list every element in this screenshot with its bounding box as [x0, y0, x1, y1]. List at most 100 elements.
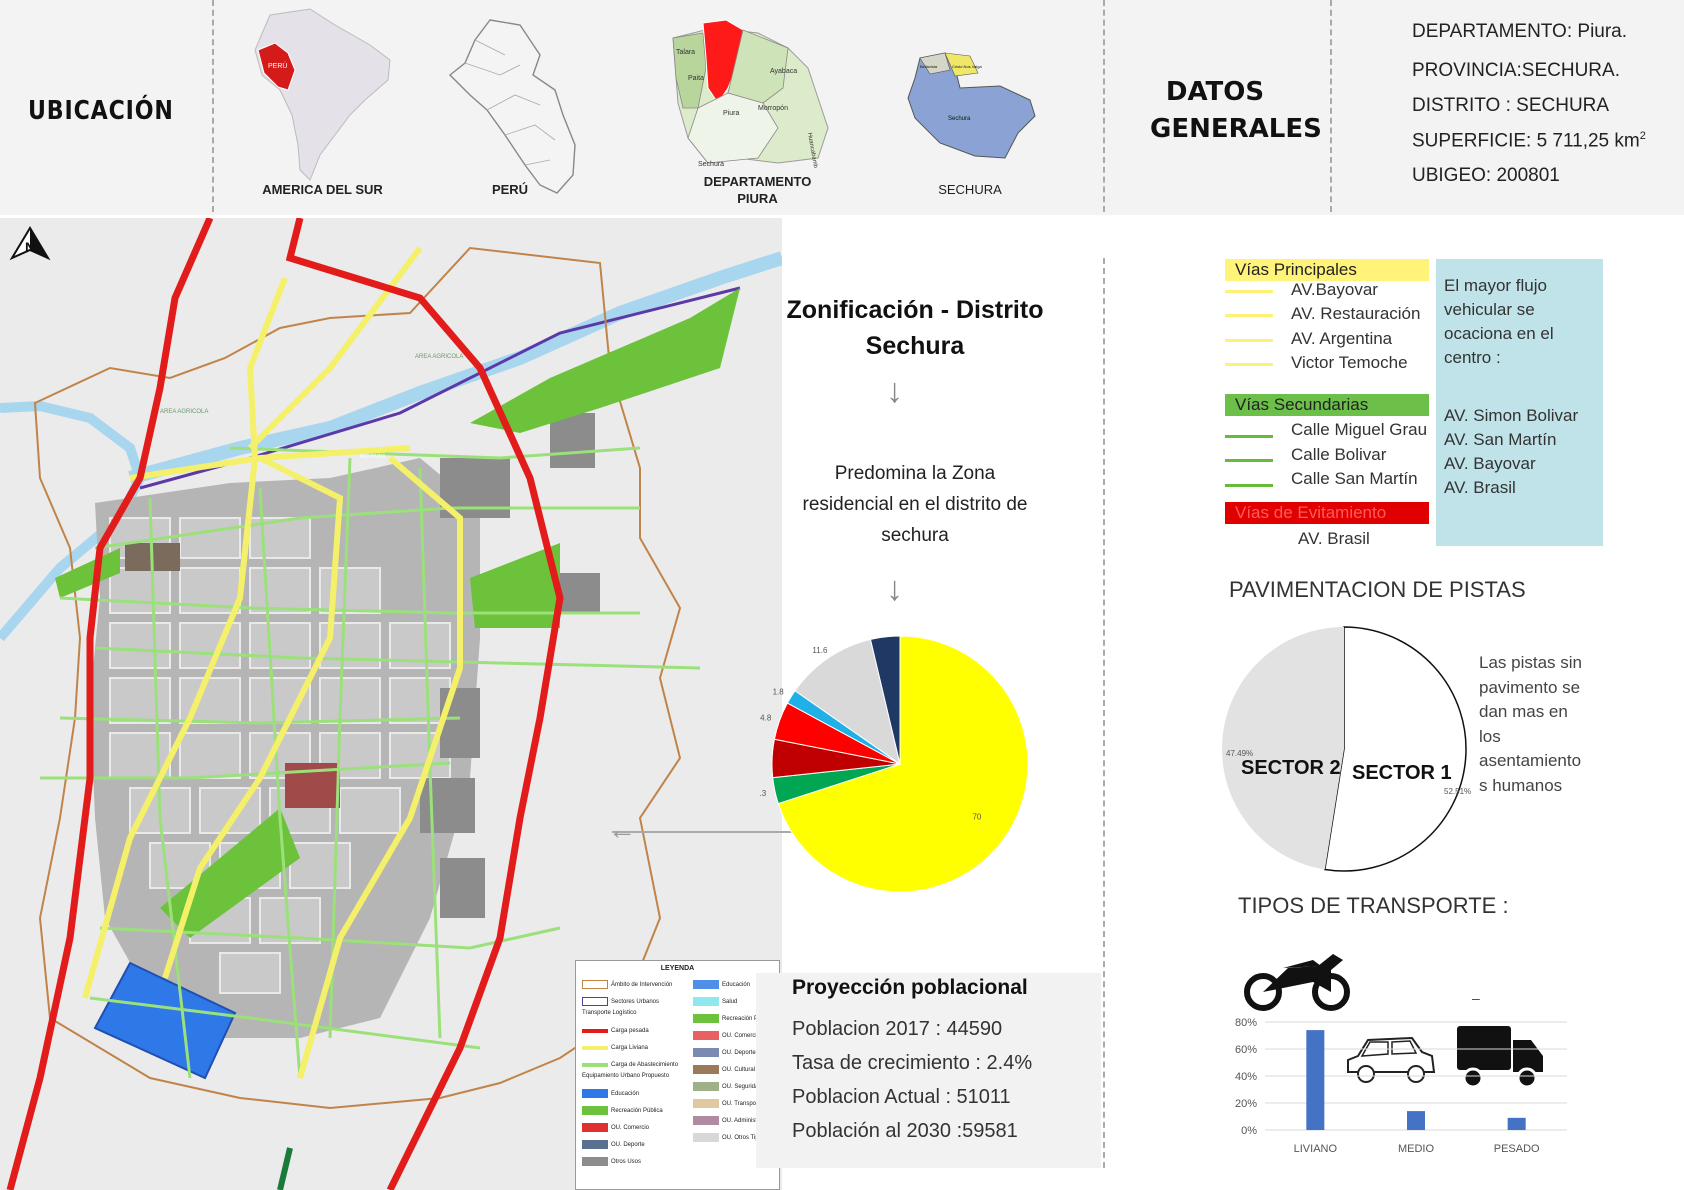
flujo-box: [1436, 259, 1603, 546]
via-line-swatch: [1225, 314, 1273, 317]
y-tick-label: 60%: [1235, 1044, 1257, 1056]
truck-icon: [1457, 1026, 1543, 1089]
peru-tag: PERÚ: [268, 61, 287, 70]
zonification-title-line2: Sechura: [865, 332, 965, 360]
north-arrow-icon: N: [9, 226, 51, 261]
transport-bar-chart: 80% 60% 40% 20% 0% LIVIANO MEDIO PESADO: [1235, 1017, 1567, 1155]
legend-item: OU. Transporte: [693, 1095, 773, 1112]
zonification-title: Zonificación - Distrito Sechura: [780, 292, 1050, 364]
legend-item: Transporte Logístico: [582, 1010, 637, 1016]
divider: [1103, 258, 1105, 1168]
legend-item: OU. Cultural: [693, 1061, 773, 1078]
cristo-label: Cristo Nos Valga: [952, 64, 982, 69]
legend-item: Carga pesada: [582, 1022, 687, 1039]
river-label: RIO PIURA: [360, 454, 386, 460]
legend-item: Carga Liviana: [582, 1039, 687, 1056]
flujo-avenue: AV. Bayovar: [1444, 454, 1536, 473]
bellavista-label: Bellavista: [920, 64, 938, 69]
sechura-map: Sechura Bellavista Cristo Nos Valga: [907, 52, 1036, 159]
bar: [1407, 1111, 1425, 1130]
via-line-swatch: [1225, 363, 1273, 366]
flujo-avenue: AV. Brasil: [1444, 478, 1516, 497]
legend-item: OU. Deporte: [582, 1136, 687, 1153]
general-ubigeo: UBIGEO: 200801: [1412, 165, 1560, 186]
map-legend: LEYENDA Ámbito de Intervención Sectores …: [575, 960, 780, 1190]
general-distrito: DISTRITO : SECHURA: [1412, 95, 1610, 116]
dept-label-talara: Talara: [676, 49, 695, 56]
pie-label: 3.3: [760, 789, 767, 798]
legend-item: OU. Seguridad: [693, 1078, 773, 1095]
predomina-line3: sechura: [881, 525, 949, 546]
map-label-sechura: SECHURA: [938, 182, 1002, 197]
via-secundaria: Calle Miguel Grau: [1291, 420, 1428, 439]
flujo-line: centro :: [1444, 348, 1501, 367]
legend-item: Otros Usos: [582, 1153, 687, 1170]
dept-label-morropon: Morropón: [758, 105, 788, 112]
area-label: AREA AGRICOLA: [160, 409, 208, 415]
vias-evitamiento-header: Vías de Evitamiento: [1225, 502, 1429, 524]
via-principal: AV.Bayovar: [1291, 280, 1378, 299]
flujo-text: El mayor flujo vehicular se ocaciona en …: [1444, 274, 1554, 370]
pie-slice: [869, 635, 901, 765]
pie-slice: [794, 638, 901, 766]
pavimentacion-note: Las pistas sin pavimento se dan mas en l…: [1479, 651, 1582, 798]
bar: [1507, 1117, 1526, 1130]
note-line: los: [1479, 726, 1501, 746]
x-tick-label: MEDIO: [1398, 1143, 1435, 1155]
flujo-line: ocaciona en el: [1444, 324, 1554, 343]
dept-label-piura: Piura: [723, 110, 739, 117]
legend-item: OU. Comercio: [693, 1027, 773, 1044]
map-label-department-line1: DEPARTAMENTO: [703, 174, 812, 189]
map-label-department-line2: PIURA: [737, 191, 778, 206]
predomina-line2: residencial en el distrito de: [802, 494, 1028, 515]
down-arrow-icon: ↓: [886, 570, 903, 608]
transporte-title: TIPOS DE TRANSPORTE :: [1238, 893, 1509, 918]
pie-label: 4.8: [760, 713, 772, 722]
via-principal: Victor Temoche: [1291, 353, 1408, 372]
via-line-swatch: [1225, 484, 1273, 487]
legend-item: OU. Otros Tip.: [693, 1129, 773, 1146]
via-line-swatch: [1225, 339, 1273, 342]
note-line: s humanos: [1479, 775, 1563, 795]
flujo-avenue: AV. Simon Bolivar: [1444, 406, 1579, 425]
peru-map: [448, 19, 576, 194]
general-departamento: DEPARTAMENTO: Piura.: [1412, 21, 1628, 42]
vias-secundarias-header: Vías Secundarias: [1225, 394, 1429, 416]
north-label: N: [25, 239, 35, 255]
note-line: dan mas en: [1479, 702, 1568, 721]
car-icon: [1347, 1036, 1436, 1083]
note-line: pavimento se: [1479, 677, 1581, 697]
general-provincia: PROVINCIA:SECHURA.: [1412, 60, 1620, 81]
legend-left-col: Ámbito de Intervención Sectores Urbanos …: [582, 976, 687, 1170]
map-label-south-america: AMERICA DEL SUR: [262, 182, 383, 197]
superficie-value: SUPERFICIE: 5 711,25 km: [1412, 130, 1640, 152]
divider: [1103, 0, 1105, 212]
dept-label-paita: Paita: [688, 75, 704, 82]
via-line-swatch: [1225, 459, 1273, 462]
flujo-line: vehicular se: [1444, 300, 1535, 319]
proyeccion-line: Poblacion 2017 : 44590: [792, 1018, 1003, 1040]
flujo-avenue: AV. San Martín: [1444, 430, 1557, 449]
via-line-swatch: [1225, 435, 1273, 438]
datos-title-line1: DATOS: [1165, 77, 1265, 107]
proyeccion-line: Poblacion Actual : 51011: [792, 1086, 1011, 1108]
pie-slice: [1323, 626, 1467, 872]
legend-item: Educación: [582, 1085, 687, 1102]
pavimentacion-title: PAVIMENTACION DE PISTAS: [1229, 577, 1526, 602]
vias-principales-header: Vías Principales: [1225, 259, 1429, 281]
legend-item: Recreación Pública: [582, 1102, 687, 1119]
via-principal: AV. Argentina: [1291, 329, 1393, 348]
legend-item: OU. Deporte: [693, 1044, 773, 1061]
south-america-map: PERÚ: [254, 8, 391, 181]
pie-label: 1.8: [773, 688, 785, 697]
legend-item: Ámbito de Intervención: [582, 976, 687, 993]
superficie-sup: 2: [1639, 130, 1646, 142]
via-line-swatch: [1225, 290, 1273, 293]
via-secundaria: Calle San Martín: [1291, 469, 1418, 488]
x-tick-label: PESADO: [1494, 1143, 1540, 1155]
legend-title: LEYENDA: [660, 965, 695, 972]
via-principal: AV. Restauración: [1291, 304, 1421, 323]
map-label-peru: PERÚ: [491, 182, 529, 197]
dash-mark: –: [1472, 990, 1480, 1006]
left-arrow-icon: ←: [608, 814, 636, 845]
